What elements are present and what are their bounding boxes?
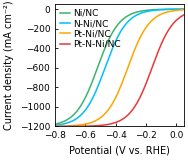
- X-axis label: Potential (V vs. RHE): Potential (V vs. RHE): [69, 146, 170, 156]
- Ni/NC: [167, 8, 169, 10]
- Pt-N-Ni/NC: [181, 15, 184, 17]
- Pt-Ni/NC: [105, 111, 108, 113]
- Pt-Ni/NC: [70, 125, 73, 127]
- Pt-Ni/NC: [167, 11, 169, 13]
- Ni/NC: [99, 59, 102, 61]
- N-Ni/NC: [70, 120, 73, 122]
- N-Ni/NC: [181, 8, 184, 10]
- Line: Ni/NC: Ni/NC: [48, 9, 185, 125]
- Pt-N-Ni/NC: [62, 125, 64, 127]
- N-Ni/NC: [46, 125, 49, 127]
- N-Ni/NC: [167, 8, 169, 10]
- Pt-Ni/NC: [46, 125, 49, 127]
- Pt-N-Ni/NC: [70, 125, 73, 127]
- Line: Pt-N-Ni/NC: Pt-N-Ni/NC: [48, 14, 185, 126]
- Line: N-Ni/NC: N-Ni/NC: [48, 9, 185, 126]
- N-Ni/NC: [105, 63, 108, 65]
- Ni/NC: [184, 8, 186, 10]
- Ni/NC: [181, 8, 184, 10]
- Pt-N-Ni/NC: [184, 13, 186, 15]
- Line: Pt-Ni/NC: Pt-Ni/NC: [48, 10, 185, 126]
- Pt-N-Ni/NC: [99, 124, 102, 126]
- Ni/NC: [105, 44, 108, 46]
- Ni/NC: [70, 116, 73, 118]
- Pt-Ni/NC: [62, 125, 64, 127]
- N-Ni/NC: [184, 8, 186, 10]
- N-Ni/NC: [99, 79, 102, 81]
- Legend: Ni/NC, N-Ni/NC, Pt-Ni/NC, Pt-N-Ni/NC: Ni/NC, N-Ni/NC, Pt-Ni/NC, Pt-N-Ni/NC: [58, 7, 123, 51]
- Pt-Ni/NC: [184, 9, 186, 11]
- Ni/NC: [46, 124, 49, 126]
- Y-axis label: Current density (mA cm⁻²): Current density (mA cm⁻²): [4, 0, 14, 130]
- Pt-Ni/NC: [99, 117, 102, 119]
- Ni/NC: [62, 121, 64, 123]
- N-Ni/NC: [62, 123, 64, 125]
- Pt-N-Ni/NC: [46, 125, 49, 127]
- Pt-N-Ni/NC: [105, 124, 108, 126]
- Pt-N-Ni/NC: [167, 30, 169, 32]
- Pt-Ni/NC: [181, 9, 184, 11]
